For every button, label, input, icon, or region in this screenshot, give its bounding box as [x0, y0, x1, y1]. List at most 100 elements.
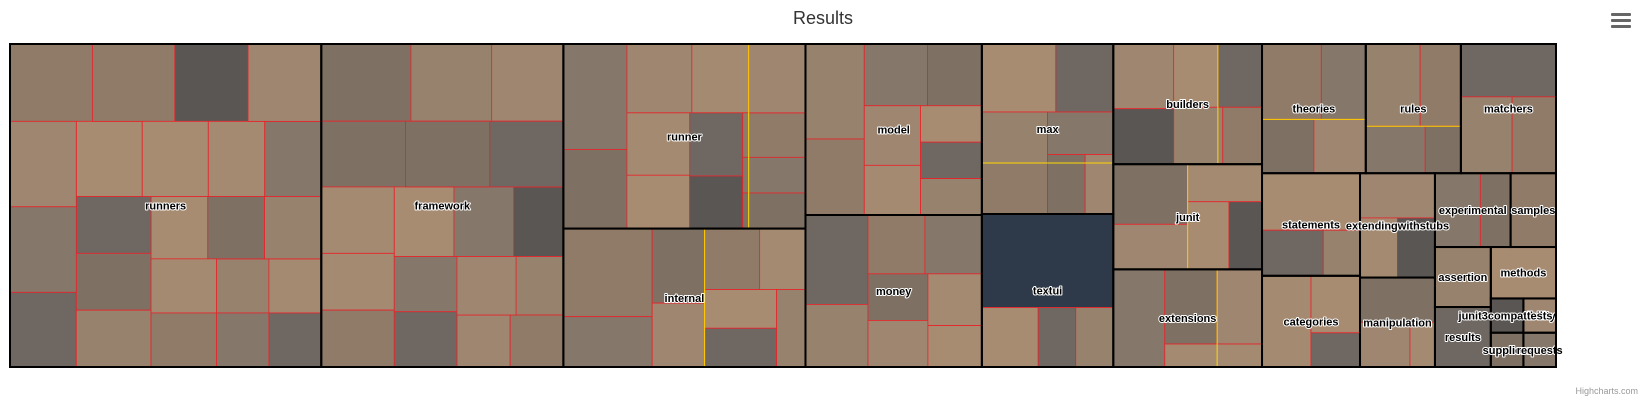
treemap-leaf[interactable]	[805, 43, 865, 140]
treemap-leaf[interactable]	[150, 196, 209, 260]
treemap-leaf[interactable]	[1216, 268, 1263, 345]
treemap-leaf[interactable]	[1320, 43, 1367, 120]
treemap-leaf[interactable]	[1112, 223, 1189, 270]
treemap-leaf[interactable]	[981, 162, 1048, 215]
treemap-leaf[interactable]	[924, 214, 983, 275]
treemap-leaf[interactable]	[393, 256, 458, 313]
treemap-leaf[interactable]	[75, 309, 152, 368]
treemap-leaf[interactable]	[626, 112, 691, 176]
treemap-leaf[interactable]	[742, 156, 806, 194]
treemap-leaf[interactable]	[216, 312, 270, 368]
treemap-leaf[interactable]	[247, 43, 322, 122]
treemap-leaf[interactable]	[320, 252, 395, 311]
treemap-leaf[interactable]	[1359, 277, 1436, 323]
treemap-leaf[interactable]	[981, 43, 1057, 113]
treemap-leaf[interactable]	[651, 302, 706, 368]
treemap-leaf[interactable]	[9, 206, 77, 293]
treemap-leaf[interactable]	[320, 120, 406, 188]
treemap-leaf[interactable]	[927, 325, 983, 368]
treemap-leaf[interactable]	[1222, 106, 1263, 165]
treemap-leaf[interactable]	[867, 320, 929, 368]
hamburger-menu-icon[interactable]	[1611, 13, 1631, 29]
treemap-leaf[interactable]	[9, 120, 77, 208]
treemap-leaf[interactable]	[268, 312, 322, 368]
treemap-leaf[interactable]	[456, 314, 511, 368]
treemap-leaf[interactable]	[1047, 111, 1114, 155]
treemap-leaf[interactable]	[1112, 43, 1175, 110]
treemap-leaf[interactable]	[920, 178, 983, 216]
treemap-leaf[interactable]	[981, 213, 1114, 308]
treemap-leaf[interactable]	[456, 256, 517, 316]
treemap-leaf[interactable]	[150, 258, 217, 314]
treemap-leaf[interactable]	[748, 43, 806, 114]
treemap-leaf[interactable]	[1164, 343, 1263, 368]
treemap-plot-border[interactable]	[9, 43, 1557, 368]
treemap-leaf[interactable]	[491, 43, 564, 122]
treemap-leaf[interactable]	[1261, 275, 1312, 368]
treemap-leaf[interactable]	[513, 186, 564, 257]
treemap-leaf[interactable]	[689, 175, 744, 229]
treemap-leaf[interactable]	[704, 289, 778, 329]
treemap-leaf[interactable]	[1112, 163, 1189, 225]
treemap-leaf[interactable]	[1187, 163, 1263, 203]
treemap-leaf[interactable]	[805, 214, 869, 305]
treemap-leaf[interactable]	[410, 43, 493, 122]
treemap-leaf[interactable]	[264, 196, 322, 260]
treemap-leaf[interactable]	[927, 273, 983, 326]
treemap-leaf[interactable]	[981, 307, 1039, 368]
treemap-leaf[interactable]	[805, 304, 869, 368]
treemap-leaf[interactable]	[742, 112, 806, 158]
treemap-leaf[interactable]	[920, 105, 983, 143]
treemap-leaf[interactable]	[863, 43, 928, 107]
treemap-leaf[interactable]	[91, 43, 176, 122]
treemap-leaf[interactable]	[776, 289, 806, 368]
treemap-leaf[interactable]	[1359, 172, 1436, 219]
treemap-leaf[interactable]	[562, 316, 653, 368]
treemap-leaf[interactable]	[1322, 229, 1361, 277]
treemap-leaf[interactable]	[489, 120, 564, 188]
treemap-leaf[interactable]	[562, 228, 653, 318]
treemap-leaf[interactable]	[742, 192, 806, 229]
treemap-leaf[interactable]	[981, 111, 1048, 164]
treemap-leaf[interactable]	[268, 258, 322, 314]
treemap-leaf[interactable]	[405, 120, 491, 188]
treemap-leaf[interactable]	[1359, 217, 1398, 278]
treemap-leaf[interactable]	[691, 43, 750, 114]
treemap-leaf[interactable]	[626, 174, 691, 229]
treemap-leaf[interactable]	[174, 43, 249, 122]
treemap-leaf[interactable]	[1434, 246, 1492, 308]
treemap-leaf[interactable]	[867, 214, 926, 275]
treemap-leaf[interactable]	[1261, 118, 1315, 174]
treemap-leaf[interactable]	[75, 120, 143, 197]
treemap-leaf[interactable]	[509, 314, 564, 368]
treemap-leaf[interactable]	[1228, 201, 1263, 270]
treemap-leaf[interactable]	[562, 43, 628, 150]
treemap-leaf[interactable]	[1523, 332, 1557, 368]
treemap-leaf[interactable]	[1479, 172, 1512, 248]
treemap-leaf[interactable]	[1424, 125, 1462, 174]
treemap-leaf[interactable]	[320, 186, 395, 254]
treemap-leaf[interactable]	[75, 252, 152, 311]
treemap-leaf[interactable]	[1511, 96, 1557, 174]
treemap-leaf[interactable]	[927, 43, 983, 107]
treemap-leaf[interactable]	[207, 120, 266, 197]
treemap-leaf[interactable]	[264, 120, 322, 197]
treemap-leaf[interactable]	[863, 164, 921, 216]
treemap-leaf[interactable]	[1112, 108, 1175, 165]
treemap-leaf[interactable]	[453, 186, 515, 257]
treemap-leaf[interactable]	[141, 120, 209, 197]
treemap-leaf[interactable]	[9, 291, 77, 368]
treemap-leaf[interactable]	[320, 43, 412, 122]
treemap-leaf[interactable]	[1365, 125, 1426, 174]
treemap-leaf[interactable]	[867, 273, 929, 321]
treemap-leaf[interactable]	[759, 228, 806, 290]
treemap-leaf[interactable]	[1055, 43, 1114, 113]
treemap-leaf[interactable]	[1173, 106, 1224, 165]
treemap-leaf[interactable]	[805, 138, 865, 216]
treemap-leaf[interactable]	[515, 256, 564, 316]
treemap-leaf[interactable]	[1313, 118, 1367, 174]
treemap-leaf[interactable]	[1075, 307, 1114, 368]
treemap-leaf[interactable]	[1490, 246, 1557, 299]
treemap-leaf[interactable]	[1173, 43, 1219, 108]
